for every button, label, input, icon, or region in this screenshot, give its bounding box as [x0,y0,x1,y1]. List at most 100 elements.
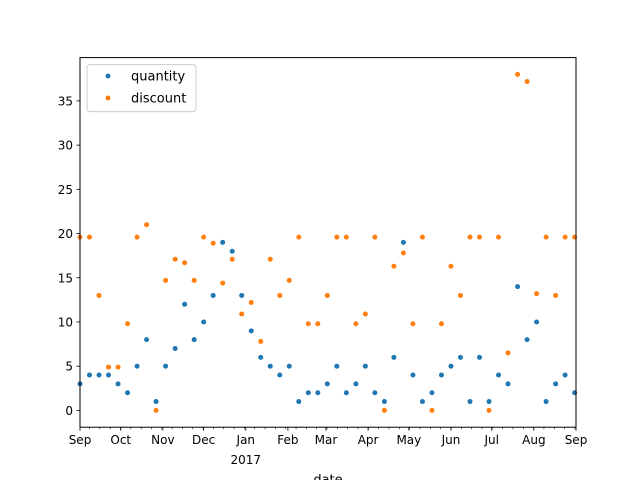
point-discount [201,234,207,240]
y-tick-label: 35 [58,94,73,108]
point-discount [515,71,521,77]
point-discount [410,321,416,327]
point-discount [296,234,302,240]
point-quantity [296,399,302,405]
series-quantity [77,239,578,405]
point-quantity [334,363,340,369]
point-discount [191,277,197,283]
point-discount [343,234,349,240]
point-quantity [239,292,245,298]
point-discount [277,292,283,298]
point-quantity [543,399,549,405]
series-discount [77,71,578,413]
point-discount [553,292,559,298]
y-tick-label: 25 [58,183,73,197]
point-discount [248,300,254,306]
point-quantity [286,363,292,369]
point-discount [362,311,368,317]
point-discount [220,280,226,286]
point-quantity [248,328,254,334]
point-discount [125,321,131,327]
point-quantity [315,390,321,396]
point-quantity [229,248,235,254]
point-quantity [438,372,444,378]
point-quantity [524,337,530,343]
point-quantity [353,381,359,387]
point-quantity [534,319,540,325]
x-tick-label: Mar [315,433,338,447]
x-tick-label: Oct [110,433,131,447]
point-quantity [106,372,112,378]
point-discount [315,321,321,327]
x-axis-label: date [313,473,342,480]
point-quantity [457,354,463,360]
y-tick-label: 0 [65,404,73,418]
point-discount [210,240,216,246]
point-discount [562,234,568,240]
y-tick-label: 20 [58,227,73,241]
x-tick-label: May [396,433,421,447]
point-discount [334,234,340,240]
x-tick-label: Aug [522,433,545,447]
legend-marker-discount [105,95,111,101]
point-discount [258,338,264,344]
point-quantity [505,381,511,387]
point-discount [172,256,178,262]
legend-marker-quantity [105,73,111,79]
point-discount [467,234,473,240]
point-discount [438,321,444,327]
y-tick-label: 30 [58,139,73,153]
y-tick-label: 5 [65,360,73,374]
legend: quantity discount [86,64,197,113]
point-quantity [153,399,159,405]
point-quantity [125,390,131,396]
point-discount [239,311,245,317]
point-discount [391,263,397,269]
point-quantity [220,239,226,245]
point-discount [87,234,93,240]
point-discount [496,234,502,240]
point-quantity [134,363,140,369]
point-quantity [343,390,349,396]
point-discount [144,222,150,228]
point-quantity [191,337,197,343]
point-discount [477,234,483,240]
series-layer [77,71,578,413]
point-quantity [163,363,169,369]
point-quantity [201,319,207,325]
point-quantity [467,399,473,405]
plot-frame [79,57,577,428]
point-quantity [277,372,283,378]
point-quantity [144,337,150,343]
y-axis: 0 5 10 15 20 25 30 35 [58,94,80,418]
point-discount [286,277,292,283]
point-quantity [553,381,559,387]
year-label: 2017 [231,453,262,467]
point-quantity [429,390,435,396]
point-discount [229,256,235,262]
point-discount [429,407,435,413]
x-tick-label: Jun [441,433,461,447]
point-discount [505,350,511,356]
point-quantity [400,239,406,245]
point-quantity [324,381,330,387]
point-discount [381,407,387,413]
point-discount [134,234,140,240]
x-tick-label: Apr [358,433,379,447]
point-discount [353,321,359,327]
y-tick-label: 10 [58,315,73,329]
point-quantity [562,372,568,378]
point-discount [486,407,492,413]
point-discount [543,234,549,240]
x-axis: Sep Oct Nov Dec Jan Feb Mar Apr May Jun Jul Aug Sep [69,427,587,447]
point-discount [115,364,121,370]
point-discount [96,292,102,298]
point-quantity [87,372,93,378]
point-quantity [448,363,454,369]
x-tick-label: Nov [151,433,174,447]
point-quantity [410,372,416,378]
point-discount [372,234,378,240]
point-quantity [172,346,178,352]
point-quantity [477,354,483,360]
